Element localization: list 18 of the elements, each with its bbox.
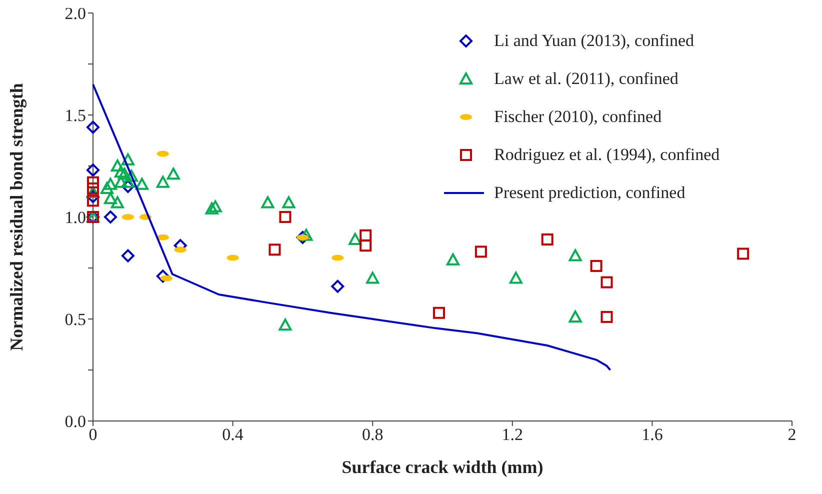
- x-axis-title: Surface crack width (mm): [342, 457, 544, 477]
- legend-label: Present prediction, confined: [494, 182, 686, 204]
- y-axis-title: Normalized residual bond strength: [6, 83, 26, 351]
- x-tick-label: 0.8: [362, 425, 384, 444]
- legend-label: Fischer (2010), confined: [494, 106, 662, 128]
- legend-label: Rodriguez et al. (1994), confined: [494, 144, 720, 166]
- x-tick-label: 1.6: [642, 425, 663, 444]
- y-tick-label: 1.5: [64, 106, 86, 126]
- x-tick-label: 0: [88, 425, 98, 444]
- y-tick-label: 0.0: [64, 412, 86, 432]
- y-tick-label: 0.5: [64, 310, 86, 330]
- x-tick-label: 2: [788, 425, 796, 444]
- legend-label: Law et al. (2011), confined: [494, 68, 678, 90]
- x-tick-label: 1.2: [502, 425, 524, 444]
- y-tick-label: 1.0: [64, 208, 86, 228]
- y-tick-label: 2.0: [64, 4, 86, 24]
- x-tick-label: 0.4: [222, 425, 244, 444]
- legend-label: Li and Yuan (2013), confined: [494, 30, 694, 52]
